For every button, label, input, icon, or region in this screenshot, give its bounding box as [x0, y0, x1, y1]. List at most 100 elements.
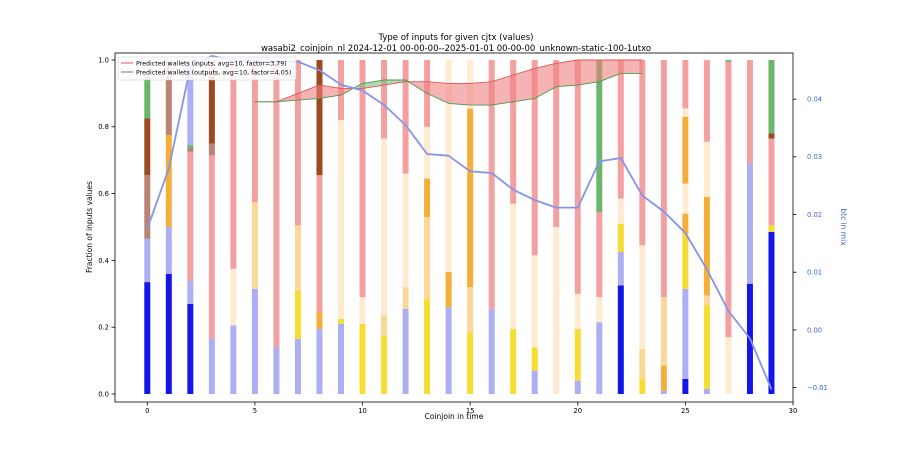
fill-segment-10 [470, 81, 492, 106]
bar-28-segment-1 [746, 163, 753, 284]
fill-segment-13 [534, 63, 557, 99]
bar-20-segment-1 [574, 328, 581, 381]
bar-4-segment-2 [230, 60, 237, 269]
bar-21-segment-3 [596, 60, 603, 212]
bar-23-segment-0 [639, 378, 646, 394]
bar-29-segment-2 [768, 138, 775, 226]
y2-tick-label--0.01: −0.01 [807, 384, 828, 392]
bar-14-segment-0 [445, 307, 452, 394]
x-axis-label: Coinjoin in time [425, 412, 484, 421]
bar-1-segment-0 [165, 273, 172, 394]
bar-10-segment-0 [359, 323, 366, 394]
y2-axis: −0.01 0.00 0.01 0.02 0.03 0.04 [793, 96, 828, 392]
bar-24-segment-3 [660, 60, 667, 298]
bars-layer [144, 60, 775, 394]
bar-2-segment-1 [187, 280, 194, 304]
bar-26-segment-2 [703, 295, 710, 306]
bar-25-segment-2 [682, 233, 689, 289]
bar-3-segment-0 [208, 338, 215, 394]
btc-in-mix-line [146, 55, 773, 390]
bar-22-segment-0 [617, 285, 624, 394]
bar-6-segment-1 [273, 60, 280, 348]
bar-26-segment-3 [703, 196, 710, 296]
bar-15-segment-1 [467, 287, 474, 333]
bar-25-segment-5 [682, 116, 689, 184]
y-tick-label-0.6: 0.6 [98, 190, 109, 198]
bar-11-segment-2 [381, 138, 388, 316]
bar-25-segment-4 [682, 183, 689, 214]
bar-25-segment-0 [682, 378, 689, 394]
bar-27-segment-0 [725, 337, 732, 394]
bar-27-segment-1 [725, 61, 732, 338]
legend-entry-outputs: Predicted wallets (outputs, avg=10, fact… [136, 70, 291, 77]
fill-segment-16 [599, 60, 621, 82]
bar-9-segment-0 [338, 323, 344, 394]
bar-29-segment-4 [768, 60, 775, 134]
bar-26-segment-1 [703, 305, 710, 389]
bar-18-segment-2 [531, 255, 538, 348]
y-tick-label-0.2: 0.2 [98, 324, 109, 332]
bar-20-segment-0 [574, 380, 581, 394]
y-tick-label-0: 0.0 [98, 390, 109, 398]
bar-4-segment-0 [230, 325, 237, 394]
bar-0-segment-4 [144, 76, 151, 119]
bar-26-segment-0 [703, 388, 710, 394]
bar-12-segment-1 [402, 287, 409, 309]
fill-segment-8 [427, 81, 449, 104]
x-tick-label-20: 20 [573, 407, 582, 415]
bar-24-segment-0 [660, 390, 667, 394]
bar-26-segment-5 [703, 60, 710, 142]
bar-0-segment-2 [144, 175, 151, 239]
y2-axis-label: btc in mix [839, 208, 848, 246]
bar-14-segment-1 [445, 272, 452, 308]
bar-4-segment-1 [230, 268, 237, 326]
bar-23-segment-2 [639, 245, 646, 349]
lines-layer [146, 55, 773, 390]
bar-19-segment-1 [553, 60, 560, 227]
bar-6-segment-0 [273, 347, 280, 394]
fill-segment-12 [513, 68, 535, 102]
bar-1-segment-2 [165, 135, 172, 227]
bar-26-segment-4 [703, 141, 710, 197]
y2-tick-label-0.04: 0.04 [807, 96, 822, 104]
bar-11-segment-1 [381, 315, 388, 336]
x-tick-label-10: 10 [358, 407, 367, 415]
bar-22-segment-4 [617, 60, 624, 199]
fill-segment-9 [448, 83, 471, 106]
bar-16-segment-0 [488, 308, 495, 394]
bar-3-segment-2 [208, 143, 215, 156]
bar-7-segment-0 [294, 338, 301, 394]
bar-1-segment-1 [165, 227, 172, 274]
bar-2-segment-0 [187, 303, 194, 394]
y-tick-label-0.4: 0.4 [98, 257, 109, 265]
bar-14-segment-2 [445, 60, 452, 273]
plot-frame [114, 52, 794, 403]
bar-24-segment-2 [660, 297, 667, 366]
bar-25-segment-1 [682, 288, 689, 379]
y2-tick-label-0.03: 0.03 [807, 153, 822, 161]
bar-10-segment-2 [359, 60, 366, 298]
bar-7-segment-2 [294, 225, 301, 291]
y2-tick-label-0.01: 0.01 [807, 269, 822, 277]
x-tick-label-0: 0 [145, 407, 149, 415]
y-axis-label: Fraction of inputs values [85, 181, 94, 273]
x-tick-label-25: 25 [681, 407, 690, 415]
bar-5-segment-0 [251, 288, 258, 394]
bar-29-segment-0 [768, 232, 775, 394]
bar-23-segment-1 [639, 348, 646, 379]
bar-12-segment-3 [402, 60, 409, 174]
bar-20-segment-3 [574, 60, 581, 294]
bar-23-segment-3 [639, 60, 646, 246]
bar-8-segment-0 [316, 328, 323, 394]
bar-22-segment-1 [617, 252, 624, 286]
bar-17-segment-1 [510, 203, 517, 329]
bar-2-segment-4 [187, 145, 194, 149]
bar-16-segment-1 [488, 60, 495, 309]
chart-subtitle: wasabi2_coinjoin_nl 2024-12-01 00-00-00-… [261, 44, 651, 54]
bar-7-segment-3 [294, 60, 301, 226]
bar-13-segment-2 [424, 178, 431, 217]
fill-segment-2 [297, 85, 320, 101]
fill-segment-3 [319, 85, 341, 99]
y2-tick-label-0: 0.00 [807, 326, 822, 334]
predicted-inputs-line [254, 59, 643, 103]
